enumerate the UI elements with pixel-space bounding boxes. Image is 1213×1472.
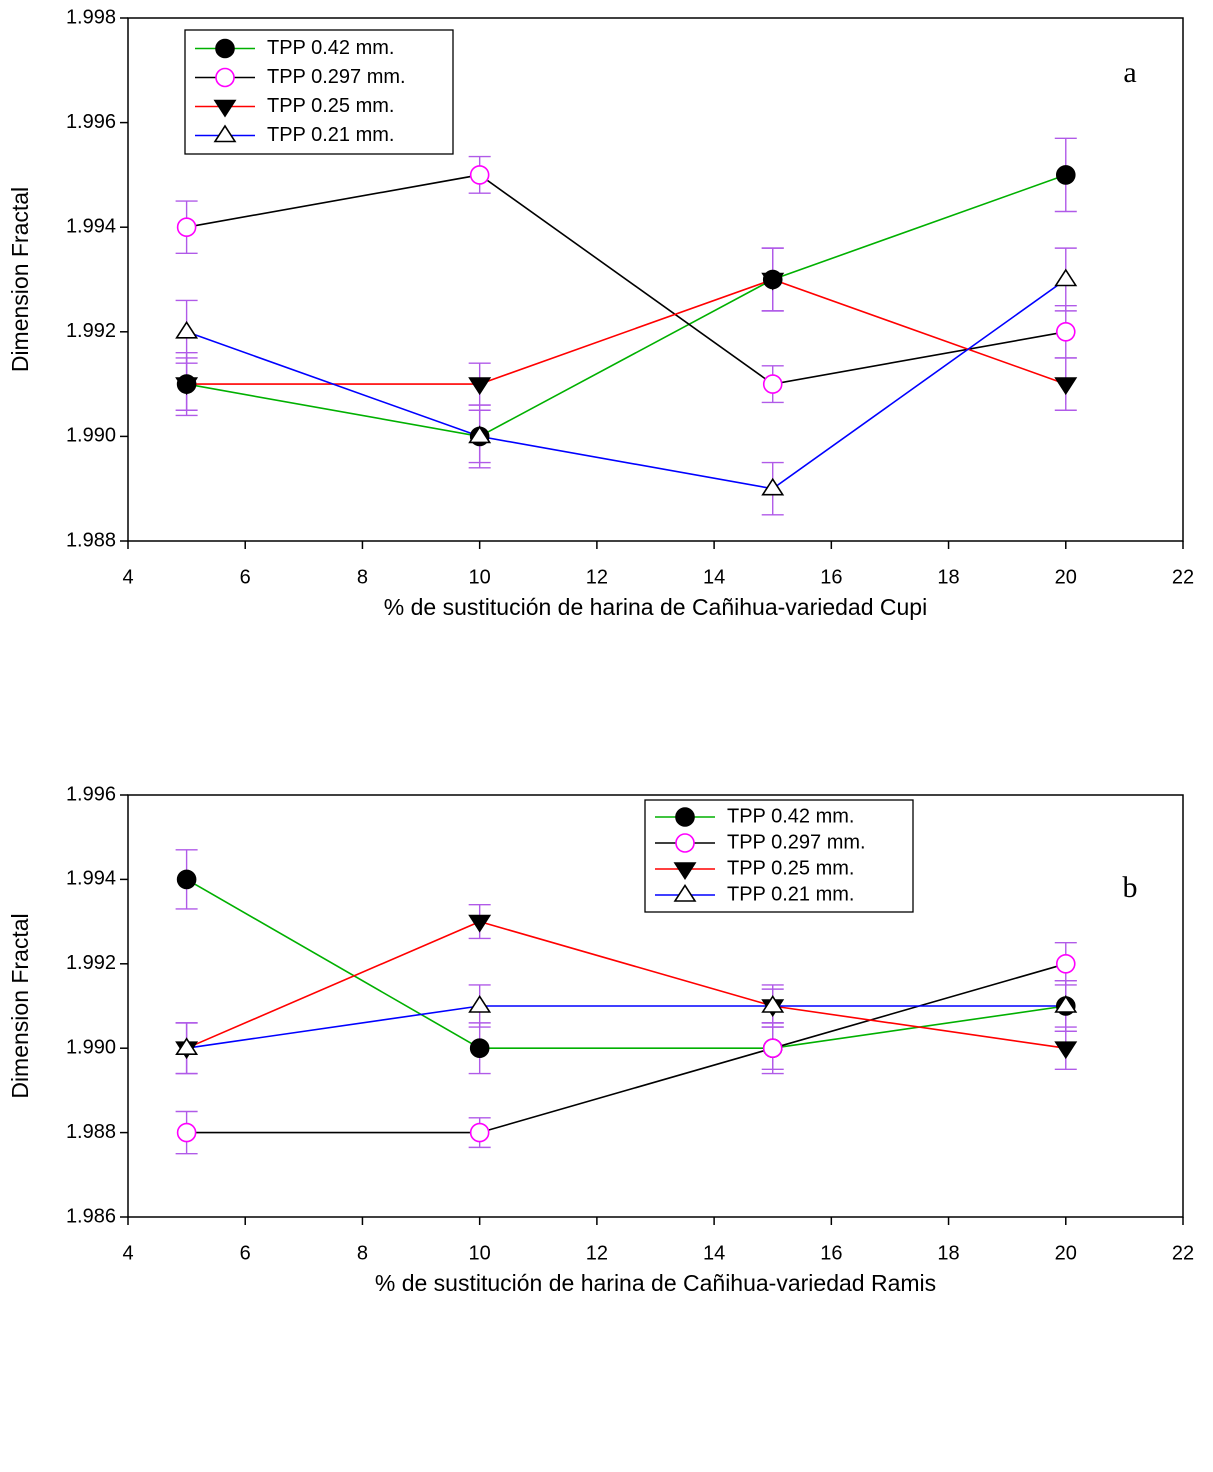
x-tick-label: 14 bbox=[703, 1242, 725, 1264]
y-tick-label: 1.996 bbox=[66, 111, 116, 133]
legend-label: TPP 0.42 mm. bbox=[267, 37, 394, 59]
y-tick-label: 1.990 bbox=[66, 1036, 116, 1058]
y-tick-label: 1.994 bbox=[66, 215, 116, 237]
marker bbox=[1057, 955, 1075, 973]
marker bbox=[178, 870, 196, 888]
x-tick-label: 8 bbox=[357, 566, 368, 588]
marker bbox=[470, 378, 490, 394]
x-tick-label: 6 bbox=[240, 1242, 251, 1264]
y-tick-label: 1.988 bbox=[66, 1121, 116, 1143]
annotation: b bbox=[1123, 871, 1138, 904]
series-line bbox=[187, 175, 1066, 437]
y-tick-label: 1.996 bbox=[66, 783, 116, 805]
x-tick-label: 6 bbox=[240, 566, 251, 588]
y-axis-title: Dimension Fractal bbox=[7, 187, 33, 372]
annotation: a bbox=[1123, 56, 1136, 89]
x-tick-label: 20 bbox=[1055, 1242, 1077, 1264]
x-axis-title: % de sustitución de harina de Cañihua-va… bbox=[375, 1270, 936, 1296]
series-line bbox=[187, 1006, 1066, 1048]
marker bbox=[1057, 323, 1075, 341]
legend-marker bbox=[216, 69, 234, 87]
marker bbox=[471, 166, 489, 184]
x-tick-label: 20 bbox=[1055, 566, 1077, 588]
series-line bbox=[187, 280, 1066, 385]
legend-marker bbox=[216, 40, 234, 58]
y-tick-label: 1.992 bbox=[66, 320, 116, 342]
marker bbox=[178, 1124, 196, 1142]
x-tick-label: 10 bbox=[469, 566, 491, 588]
x-axis-title: % de sustitución de harina de Cañihua-va… bbox=[384, 594, 927, 620]
y-axis-title: Dimension Fractal bbox=[7, 913, 33, 1098]
marker bbox=[1056, 270, 1076, 286]
x-tick-label: 16 bbox=[820, 1242, 842, 1264]
marker bbox=[178, 218, 196, 236]
x-tick-label: 12 bbox=[586, 1242, 608, 1264]
legend-marker bbox=[676, 808, 694, 826]
marker bbox=[764, 1039, 782, 1057]
x-tick-label: 12 bbox=[586, 566, 608, 588]
y-tick-label: 1.994 bbox=[66, 868, 116, 890]
marker bbox=[177, 322, 197, 338]
series-line bbox=[187, 175, 1066, 384]
y-tick-label: 1.992 bbox=[66, 952, 116, 974]
figure: 4 6 8 10 12 14 16 18 20 22 1.988 1.990 1.992 1.994 1.9… bbox=[0, 0, 1213, 1472]
x-tick-label: 4 bbox=[122, 566, 133, 588]
marker bbox=[470, 997, 490, 1013]
x-tick-label: 14 bbox=[703, 566, 725, 588]
legend-label: TPP 0.297 mm. bbox=[727, 831, 866, 853]
y-tick-label: 1.990 bbox=[66, 425, 116, 447]
legend-label: TPP 0.25 mm. bbox=[267, 95, 394, 117]
y-tick-label: 1.998 bbox=[66, 6, 116, 28]
x-tick-label: 4 bbox=[122, 1242, 133, 1264]
legend-label: TPP 0.25 mm. bbox=[727, 857, 854, 879]
marker bbox=[471, 1039, 489, 1057]
x-tick-label: 18 bbox=[937, 566, 959, 588]
x-tick-label: 18 bbox=[937, 1242, 959, 1264]
x-tick-label: 22 bbox=[1172, 1242, 1194, 1264]
legend-marker bbox=[676, 834, 694, 852]
legend-label: TPP 0.297 mm. bbox=[267, 66, 406, 88]
marker bbox=[764, 375, 782, 393]
x-tick-label: 8 bbox=[357, 1242, 368, 1264]
y-tick-label: 1.988 bbox=[66, 529, 116, 551]
y-tick-label: 1.986 bbox=[66, 1205, 116, 1227]
legend-label: TPP 0.21 mm. bbox=[727, 883, 854, 905]
marker bbox=[1056, 1042, 1076, 1058]
marker bbox=[1056, 378, 1076, 394]
marker bbox=[1057, 166, 1075, 184]
x-tick-label: 10 bbox=[469, 1242, 491, 1264]
legend-label: TPP 0.21 mm. bbox=[267, 124, 394, 146]
x-tick-label: 22 bbox=[1172, 566, 1194, 588]
marker bbox=[471, 1124, 489, 1142]
legend-label: TPP 0.42 mm. bbox=[727, 805, 854, 827]
x-tick-label: 16 bbox=[820, 566, 842, 588]
